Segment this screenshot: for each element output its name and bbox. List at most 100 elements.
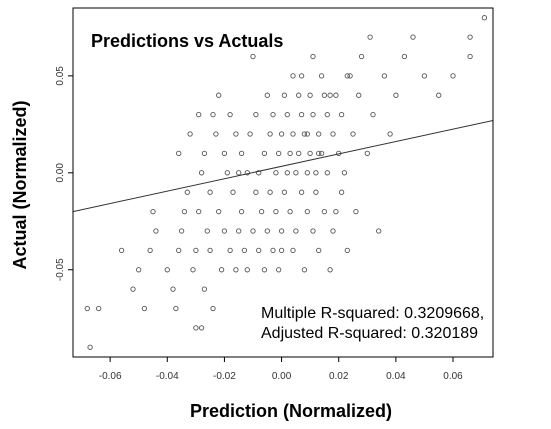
data-point — [393, 92, 399, 98]
data-point — [210, 305, 216, 312]
data-point — [284, 111, 290, 118]
data-point — [250, 53, 256, 60]
x-axis-title: Prediction (Normalized) — [190, 401, 392, 421]
data-point — [238, 150, 245, 157]
data-point — [130, 286, 136, 292]
data-point — [293, 228, 299, 234]
data-point — [313, 189, 319, 195]
data-point — [304, 208, 310, 215]
data-point — [316, 150, 322, 157]
data-point — [327, 267, 333, 273]
data-point — [193, 247, 199, 254]
data-point — [233, 267, 239, 273]
data-point — [261, 267, 268, 273]
data-point — [450, 73, 456, 79]
data-point — [298, 111, 305, 118]
data-point — [221, 228, 228, 234]
data-point — [356, 92, 362, 98]
data-point — [333, 92, 339, 98]
data-point — [184, 189, 190, 195]
data-point — [481, 15, 488, 21]
data-point — [387, 131, 393, 137]
data-point — [321, 208, 328, 215]
data-point — [256, 247, 262, 254]
data-point — [221, 150, 228, 157]
data-point — [198, 325, 205, 331]
data-point — [290, 247, 296, 254]
data-point — [224, 170, 230, 176]
data-point — [207, 247, 213, 254]
data-point — [216, 92, 222, 98]
data-point — [256, 170, 262, 176]
data-point — [370, 111, 376, 118]
data-point — [376, 228, 382, 234]
data-point — [230, 189, 236, 195]
data-point — [310, 228, 316, 234]
data-point — [316, 247, 322, 254]
data-point — [318, 73, 325, 79]
data-point — [267, 131, 273, 137]
data-point — [290, 131, 296, 137]
data-point — [141, 305, 148, 312]
x-axis: -0.06 -0.04 -0.02 0.00 0.02 0.04 0.06 — [99, 357, 463, 382]
data-point — [270, 111, 276, 118]
data-point — [173, 305, 179, 312]
data-point — [318, 150, 325, 157]
data-point — [238, 208, 245, 215]
data-point — [293, 170, 299, 176]
data-point — [281, 92, 288, 98]
data-point — [201, 150, 208, 157]
data-point — [136, 267, 142, 273]
data-point — [178, 228, 185, 234]
data-point — [253, 111, 259, 118]
plot-area-frame — [72, 7, 494, 358]
data-point — [250, 228, 256, 234]
data-point — [310, 111, 316, 118]
x-tick-label: -0.02 — [213, 371, 236, 382]
x-tick-label: -0.04 — [156, 371, 179, 382]
x-tick-label: 0.02 — [329, 371, 349, 382]
data-point — [150, 208, 156, 215]
data-point — [296, 150, 302, 157]
data-point — [196, 208, 202, 215]
data-point — [421, 73, 428, 79]
regression-line-layer — [72, 119, 494, 213]
data-point — [270, 247, 276, 254]
data-point — [298, 73, 305, 79]
data-point — [284, 170, 290, 176]
annotation-adjusted-r-squared: Adjusted R-squared: 0.320189 — [261, 325, 478, 342]
data-point — [298, 189, 305, 195]
data-point — [273, 208, 279, 215]
data-point — [176, 150, 182, 157]
data-point — [321, 92, 328, 98]
data-point — [164, 267, 170, 273]
data-point — [401, 53, 408, 60]
data-point — [273, 170, 279, 176]
data-point — [227, 247, 233, 254]
data-point — [278, 131, 285, 137]
y-tick-label: 0.05 — [55, 66, 66, 86]
chart-title: Predictions vs Actuals — [91, 31, 283, 51]
data-point — [216, 208, 222, 215]
data-point — [307, 92, 313, 98]
data-point — [153, 228, 159, 234]
data-point — [301, 267, 308, 273]
data-point — [196, 111, 202, 118]
data-point — [213, 131, 219, 137]
data-point — [347, 73, 353, 79]
regression-line — [72, 119, 494, 213]
data-point — [201, 286, 208, 292]
data-point — [267, 189, 273, 195]
y-axis: -0.05 0.00 0.05 — [55, 66, 73, 281]
data-point — [324, 111, 330, 118]
y-axis-title: Actual (Normalized) — [10, 100, 30, 269]
data-point — [353, 208, 359, 215]
data-point — [264, 228, 270, 234]
data-point — [364, 150, 370, 157]
data-point — [333, 208, 339, 215]
data-point — [264, 92, 270, 98]
data-point — [253, 189, 259, 195]
y-tick-label: 0.00 — [55, 163, 66, 183]
data-point — [381, 73, 388, 79]
